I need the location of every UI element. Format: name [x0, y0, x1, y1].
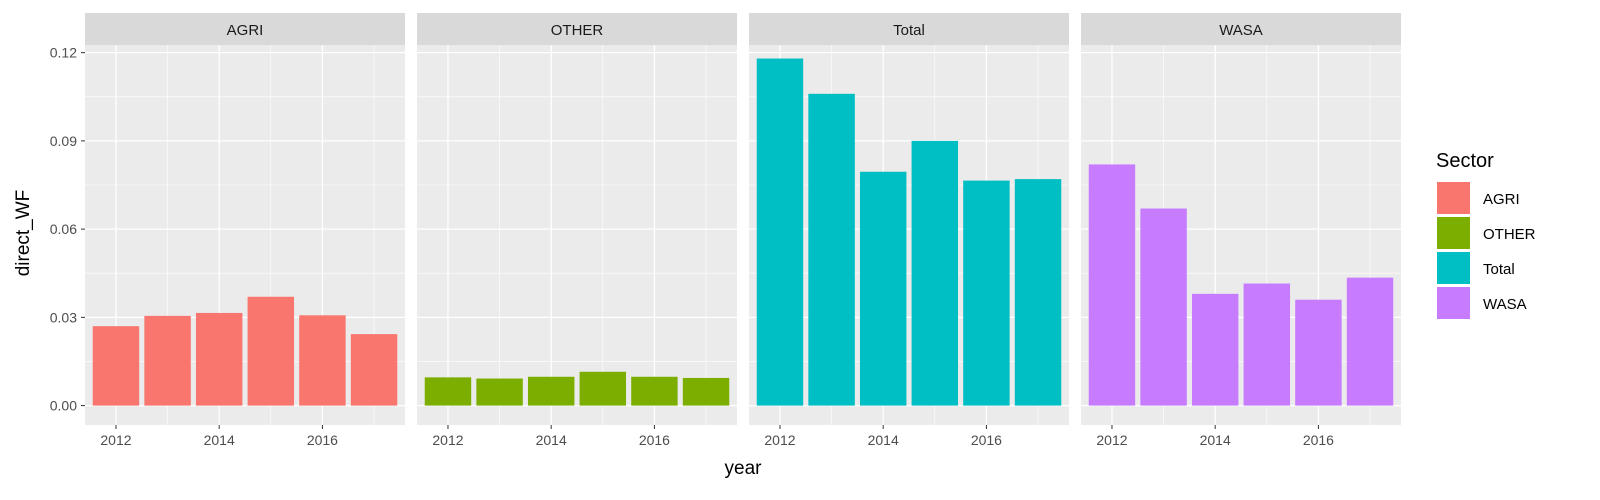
x-tick-label: 2014 [868, 432, 899, 448]
facet-panel-agri: AGRI 2012 2014 2016 0.00 0.03 0.06 0.09 0.12 [50, 13, 405, 448]
bar-agri-2016 [299, 315, 346, 406]
legend-swatch [1437, 252, 1470, 284]
legend-item-wasa: WASA [1437, 287, 1527, 319]
y-axis-title: direct_WF [13, 190, 34, 277]
y-tick-label: 0.06 [50, 221, 77, 237]
facet-strip-label: Total [893, 22, 925, 39]
x-tick-label: 2016 [1303, 432, 1334, 448]
y-tick-label: 0.09 [50, 133, 77, 149]
x-tick-label: 2016 [971, 432, 1002, 448]
x-tick-label: 2012 [764, 432, 795, 448]
bar-total-2016 [963, 180, 1010, 406]
facet-strip-label: WASA [1219, 22, 1263, 39]
x-tick-label: 2016 [307, 432, 338, 448]
bar-agri-2017 [350, 334, 398, 406]
x-tick-label: 2014 [536, 432, 567, 448]
legend-item-other: OTHER [1437, 217, 1536, 249]
facet-strip [417, 13, 737, 45]
x-tick-label: 2012 [432, 432, 463, 448]
y-tick-label: 0.03 [50, 309, 77, 325]
y-tick-label: 0.12 [50, 45, 77, 61]
bar-other-2017 [682, 377, 730, 406]
legend-title: Sector [1436, 150, 1494, 172]
bar-other-2016 [631, 376, 678, 406]
bar-wasa-2014 [1191, 293, 1239, 406]
x-tick-label: 2014 [1200, 432, 1231, 448]
x-tick-label: 2014 [204, 432, 235, 448]
bar-other-2012 [424, 377, 472, 406]
facet-strip [749, 13, 1069, 45]
legend-item-total: Total [1437, 252, 1515, 284]
facet-panel-wasa: WASA 2012 2014 2016 [1081, 13, 1401, 448]
bar-agri-2013 [144, 315, 191, 406]
facet-panels: AGRI 2012 2014 2016 0.00 0.03 0.06 0.09 0.12 OTHE… [50, 13, 1401, 448]
bar-agri-2012 [92, 326, 140, 406]
bar-total-2017 [1014, 179, 1062, 406]
facet-strip [1081, 13, 1401, 45]
bar-wasa-2017 [1346, 277, 1394, 406]
panel-background [417, 45, 737, 425]
y-tick-label: 0.00 [50, 398, 77, 414]
bar-agri-2015 [247, 296, 295, 406]
legend-label: AGRI [1483, 191, 1520, 208]
x-axis-title: year [725, 458, 763, 479]
facet-panel-total: Total 2012 2014 2016 [749, 13, 1069, 448]
facet-strip-label: OTHER [551, 22, 604, 39]
bar-total-2015 [911, 140, 959, 406]
bar-other-2015 [579, 371, 627, 406]
legend-swatch [1437, 287, 1470, 319]
legend-item-agri: AGRI [1437, 182, 1520, 214]
bar-other-2014 [527, 376, 575, 406]
bar-total-2014 [859, 171, 907, 406]
legend-swatch [1437, 182, 1470, 214]
facet-strip-label: AGRI [227, 22, 264, 39]
bar-wasa-2015 [1243, 283, 1291, 406]
bar-total-2012 [756, 58, 804, 406]
bar-wasa-2012 [1088, 164, 1136, 406]
x-tick-label: 2016 [639, 432, 670, 448]
facet-strip [85, 13, 405, 45]
legend-label: WASA [1483, 296, 1527, 313]
x-tick-label: 2012 [1096, 432, 1127, 448]
facet-panel-other: OTHER 2012 2014 2016 [417, 13, 737, 448]
bar-wasa-2013 [1140, 208, 1187, 406]
x-tick-label: 2012 [100, 432, 131, 448]
bar-agri-2014 [195, 312, 243, 406]
legend-label: OTHER [1483, 226, 1536, 243]
legend-label: Total [1483, 261, 1515, 278]
bar-total-2013 [808, 93, 855, 406]
legend: Sector AGRI OTHER Total WASA [1436, 150, 1536, 319]
bar-wasa-2016 [1295, 299, 1342, 406]
legend-swatch [1437, 217, 1470, 249]
bar-other-2013 [476, 378, 523, 406]
